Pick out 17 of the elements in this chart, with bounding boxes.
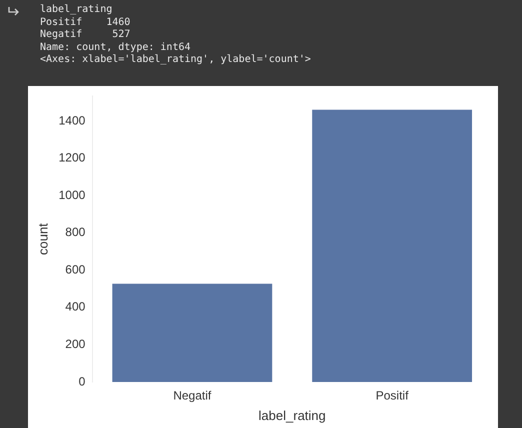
y-tick-label: 800 xyxy=(65,225,86,240)
text: Negatif 527 xyxy=(40,29,132,42)
x-axis-title: label_rating xyxy=(258,408,326,423)
y-tick-label: 1000 xyxy=(58,188,86,202)
text: label_rating xyxy=(40,4,114,16)
x-tick-label: Negatif xyxy=(173,388,212,403)
y-tick-label: 0 xyxy=(78,374,86,388)
text: <Axes: xlabel='label_rating', ylabel='count'> xyxy=(40,54,311,66)
x-tick-label: Positif xyxy=(376,388,410,403)
y-tick-label: 600 xyxy=(65,262,86,276)
text: Name: count, dtype: int64 xyxy=(40,42,192,54)
text: Positif 1460 xyxy=(40,16,132,29)
y-axis-title: count xyxy=(35,222,50,256)
y-tick-label: 1400 xyxy=(58,113,86,128)
y-tick-label: 1200 xyxy=(58,150,86,165)
y-tick-label: 200 xyxy=(65,337,86,352)
y-tick-label: 400 xyxy=(65,300,86,314)
